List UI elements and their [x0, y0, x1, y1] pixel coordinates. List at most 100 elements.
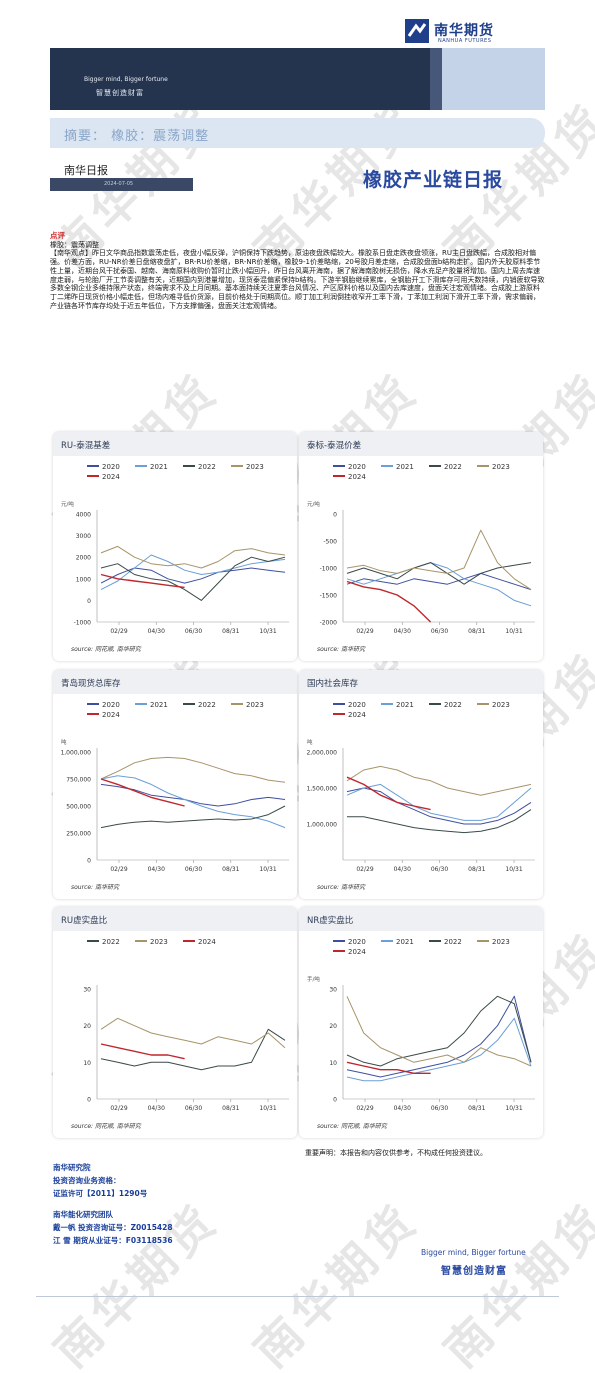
legend-label: 2022 [444, 463, 462, 471]
chart-panel-social-inventory: 国内社会库存 2020 2021 2022 2023 2024 吨 2,000,000 1,5… [299, 670, 543, 899]
y-tick-label: 1,000,000 [306, 822, 337, 829]
chart-title-bar [299, 670, 543, 694]
series-line-2022 [100, 805, 286, 829]
chart-panel-qingdao-inventory: 青岛现货总库存 2020 2021 2022 2023 2024 吨 1,000,000 75… [53, 670, 297, 899]
chart-thai-spread: 2020 2021 2022 2023 2024 元/吨 0 -500 -1000 -1500 -2… [307, 463, 535, 635]
chart-ru-ratio: 2022 2023 2024 30 20 10 0 02/29 04/30 06/30 08/31 1… [83, 938, 289, 1112]
x-tick-label: 08/31 [468, 628, 485, 635]
x-tick-label: 06/30 [185, 1105, 202, 1112]
x-tick-label: 06/30 [185, 866, 202, 873]
legend-label: 2022 [102, 938, 120, 946]
x-tick-label: 08/31 [222, 866, 239, 873]
chart-title: RU虚实盘比 [61, 916, 108, 926]
chart-panel-ru-ratio: RU虚实盘比 2022 2023 2024 30 20 10 0 02/29 04/30 06/3… [53, 907, 297, 1138]
x-tick-label: 10/31 [259, 1105, 276, 1112]
y-tick-label: -500 [323, 539, 337, 546]
y-tick-label: 1000 [76, 576, 91, 583]
chart-qingdao-inventory: 2020 2021 2022 2023 2024 吨 1,000,000 750,000 500… [60, 701, 289, 873]
legend-label: 2021 [150, 463, 168, 471]
footer-slogan-en: Bigger mind, Bigger fortune [421, 1248, 526, 1257]
y-tick-label: 30 [83, 987, 91, 994]
series-line-2021 [346, 1017, 532, 1082]
series-line-2023 [346, 996, 532, 1067]
x-tick-label: 02/29 [356, 1105, 373, 1112]
report-date: 2024-07-05 [104, 181, 134, 187]
logo-area [442, 48, 545, 110]
x-tick-label: 02/29 [110, 1105, 127, 1112]
watermark-text: 南华期货 [243, 1192, 429, 1373]
logo-text-cn: 南华期货 [434, 23, 494, 39]
banner-slogan-en: Bigger mind, Bigger fortune [84, 76, 168, 83]
series-line-2023 [100, 545, 286, 569]
legend-label: 2023 [492, 938, 510, 946]
series-line-2022 [100, 1028, 286, 1071]
x-tick-label: 08/31 [222, 1105, 239, 1112]
x-tick-label: 04/30 [394, 866, 411, 873]
commentary-label: 点评 [50, 231, 65, 240]
nanhua-logo-icon [405, 19, 429, 43]
x-tick-label: 10/31 [259, 866, 276, 873]
legend-label: 2022 [444, 938, 462, 946]
report-title: 橡胶产业链日报 [363, 169, 504, 191]
y-tick-label: -1000 [320, 566, 338, 573]
legend-label: 2020 [348, 938, 366, 946]
y-tick-label: 1,500,000 [306, 786, 337, 793]
series-line-2021 [346, 783, 532, 821]
x-tick-label: 06/30 [185, 628, 202, 635]
chart-nr-ratio: 2020 2021 2022 2023 2024 手/吨 30 20 10 0 02/29 04/30… [307, 938, 535, 1112]
legend-label: 2020 [348, 701, 366, 709]
x-tick-label: 10/31 [505, 866, 522, 873]
footer-analyst-1: 戴一帆 投资咨询证号：Z0015428 [53, 1223, 173, 1232]
legend-label: 2022 [444, 701, 462, 709]
x-tick-label: 04/30 [148, 628, 165, 635]
header-banner: Bigger mind, Bigger fortune 智慧创造财富 [50, 48, 545, 110]
y-tick-label: 0 [333, 512, 337, 519]
y-tick-label: 0 [87, 1097, 91, 1104]
legend-label: 2024 [348, 948, 366, 956]
x-tick-label: 06/30 [431, 628, 448, 635]
chart-source: source: 同花顺, 南华研究 [71, 646, 141, 653]
legend-label: 2021 [396, 938, 414, 946]
summary-bar: 摘要： 橡胶：震荡调整 [50, 118, 545, 148]
legend-label: 2024 [348, 473, 366, 481]
y-tick-label: 500,000 [66, 804, 91, 811]
footer-qualification: 投资咨询业务资格： [53, 1176, 121, 1185]
series-line-2022 [346, 562, 532, 585]
chart-source: source: 南华研究 [317, 646, 365, 653]
y-tick-label: 0 [333, 1097, 337, 1104]
y-tick-label: -1500 [320, 593, 338, 600]
y-unit: 吨 [307, 738, 313, 746]
series-line-2024 [346, 1061, 431, 1075]
legend-label: 2023 [150, 938, 168, 946]
chart-title: NR虚实盘比 [307, 916, 354, 926]
footer-institute: 南华研究院 [53, 1163, 91, 1172]
chart-title: 青岛现货总库存 [61, 679, 121, 689]
x-tick-label: 04/30 [394, 628, 411, 635]
y-tick-label: 750,000 [66, 777, 91, 784]
watermark-text: 南华期货 [433, 1192, 595, 1373]
legend-label: 2024 [198, 938, 216, 946]
chart-panel-ru-basis: RU-泰混基差 2020 2021 2022 2023 2024 元/吨 4000 3000 2… [53, 432, 297, 661]
y-tick-label: 30 [329, 987, 337, 994]
legend-label: 2021 [396, 463, 414, 471]
series-line-2021 [346, 562, 532, 607]
series-line-2021 [100, 554, 286, 591]
x-tick-label: 06/30 [431, 1105, 448, 1112]
y-tick-label: 10 [83, 1060, 91, 1067]
x-tick-label: 06/30 [431, 866, 448, 873]
commentary-line1: 橡胶：震荡调整 [50, 240, 99, 249]
y-tick-label: 4000 [76, 512, 91, 519]
y-tick-label: 0 [87, 858, 91, 865]
legend-label: 2023 [492, 463, 510, 471]
legend-label: 2023 [246, 701, 264, 709]
footer-slogan-cn: 智慧创造财富 [441, 1266, 507, 1277]
x-tick-label: 02/29 [356, 628, 373, 635]
x-tick-label: 02/29 [110, 628, 127, 635]
chart-source: source: 同花顺, 南华研究 [317, 1123, 387, 1130]
legend-label: 2021 [396, 701, 414, 709]
x-tick-label: 08/31 [222, 628, 239, 635]
chart-title: RU-泰混基差 [61, 441, 111, 451]
disclaimer: 重要声明：本报告和内容仅供参考，不构成任何投资建议。 [305, 1149, 487, 1157]
x-tick-label: 04/30 [394, 1105, 411, 1112]
